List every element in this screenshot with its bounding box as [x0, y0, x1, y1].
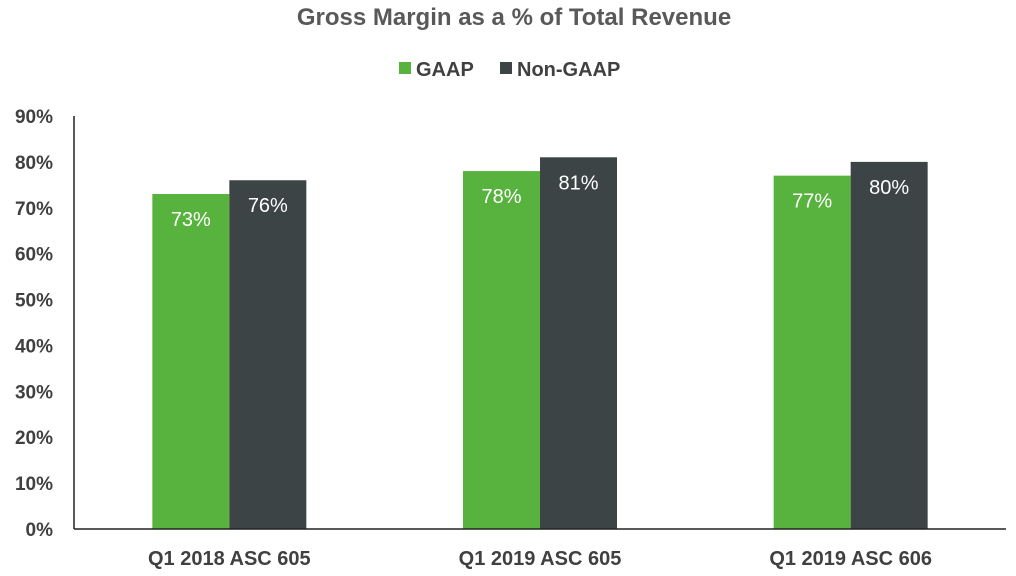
data-label: 80%: [869, 177, 909, 199]
bar-non-gaap: [229, 180, 307, 529]
bars: [152, 157, 928, 530]
data-label: 76%: [248, 195, 288, 217]
legend-label-non-gaap: Non-GAAP: [517, 59, 620, 81]
y-tick-label: 90%: [15, 107, 53, 128]
y-tick-label: 20%: [15, 428, 53, 449]
y-tick-label: 50%: [15, 291, 53, 312]
y-tick-label: 40%: [15, 336, 53, 357]
legend-swatch-non-gaap: [500, 62, 512, 74]
bar-gaap: [463, 171, 540, 530]
data-label: 78%: [481, 186, 521, 208]
data-label: 73%: [171, 209, 211, 231]
y-tick-label: 70%: [15, 199, 53, 220]
legend-swatch-gaap: [399, 62, 411, 74]
legend-label-gaap: GAAP: [416, 59, 474, 81]
y-tick-label: 60%: [15, 245, 53, 266]
data-label: 77%: [792, 191, 832, 213]
y-tick-label: 30%: [15, 382, 53, 403]
y-axis: 0% 10% 20% 30% 40% 50% 60% 70% 80% 90%: [15, 107, 75, 541]
data-labels: 73% 76% 78% 81% 77% 80%: [171, 172, 910, 231]
bar-gaap: [152, 194, 230, 529]
legend: GAAP Non-GAAP: [399, 59, 620, 81]
y-tick-label: 80%: [15, 153, 53, 174]
x-category-label: Q1 2018 ASC 605: [148, 548, 311, 570]
data-label: 81%: [558, 172, 598, 194]
bar-non-gaap: [540, 157, 617, 530]
x-category-label: Q1 2019 ASC 606: [769, 548, 932, 570]
bar-gaap: [773, 175, 851, 529]
x-axis: Q1 2018 ASC 605 Q1 2019 ASC 605 Q1 2019 AS…: [74, 528, 1006, 570]
x-category-label: Q1 2019 ASC 605: [459, 548, 622, 570]
y-tick-label: 10%: [15, 474, 53, 495]
bar-non-gaap: [850, 161, 928, 529]
y-tick-label: 0%: [26, 520, 54, 541]
chart-title: Gross Margin as a % of Total Revenue: [297, 4, 731, 31]
